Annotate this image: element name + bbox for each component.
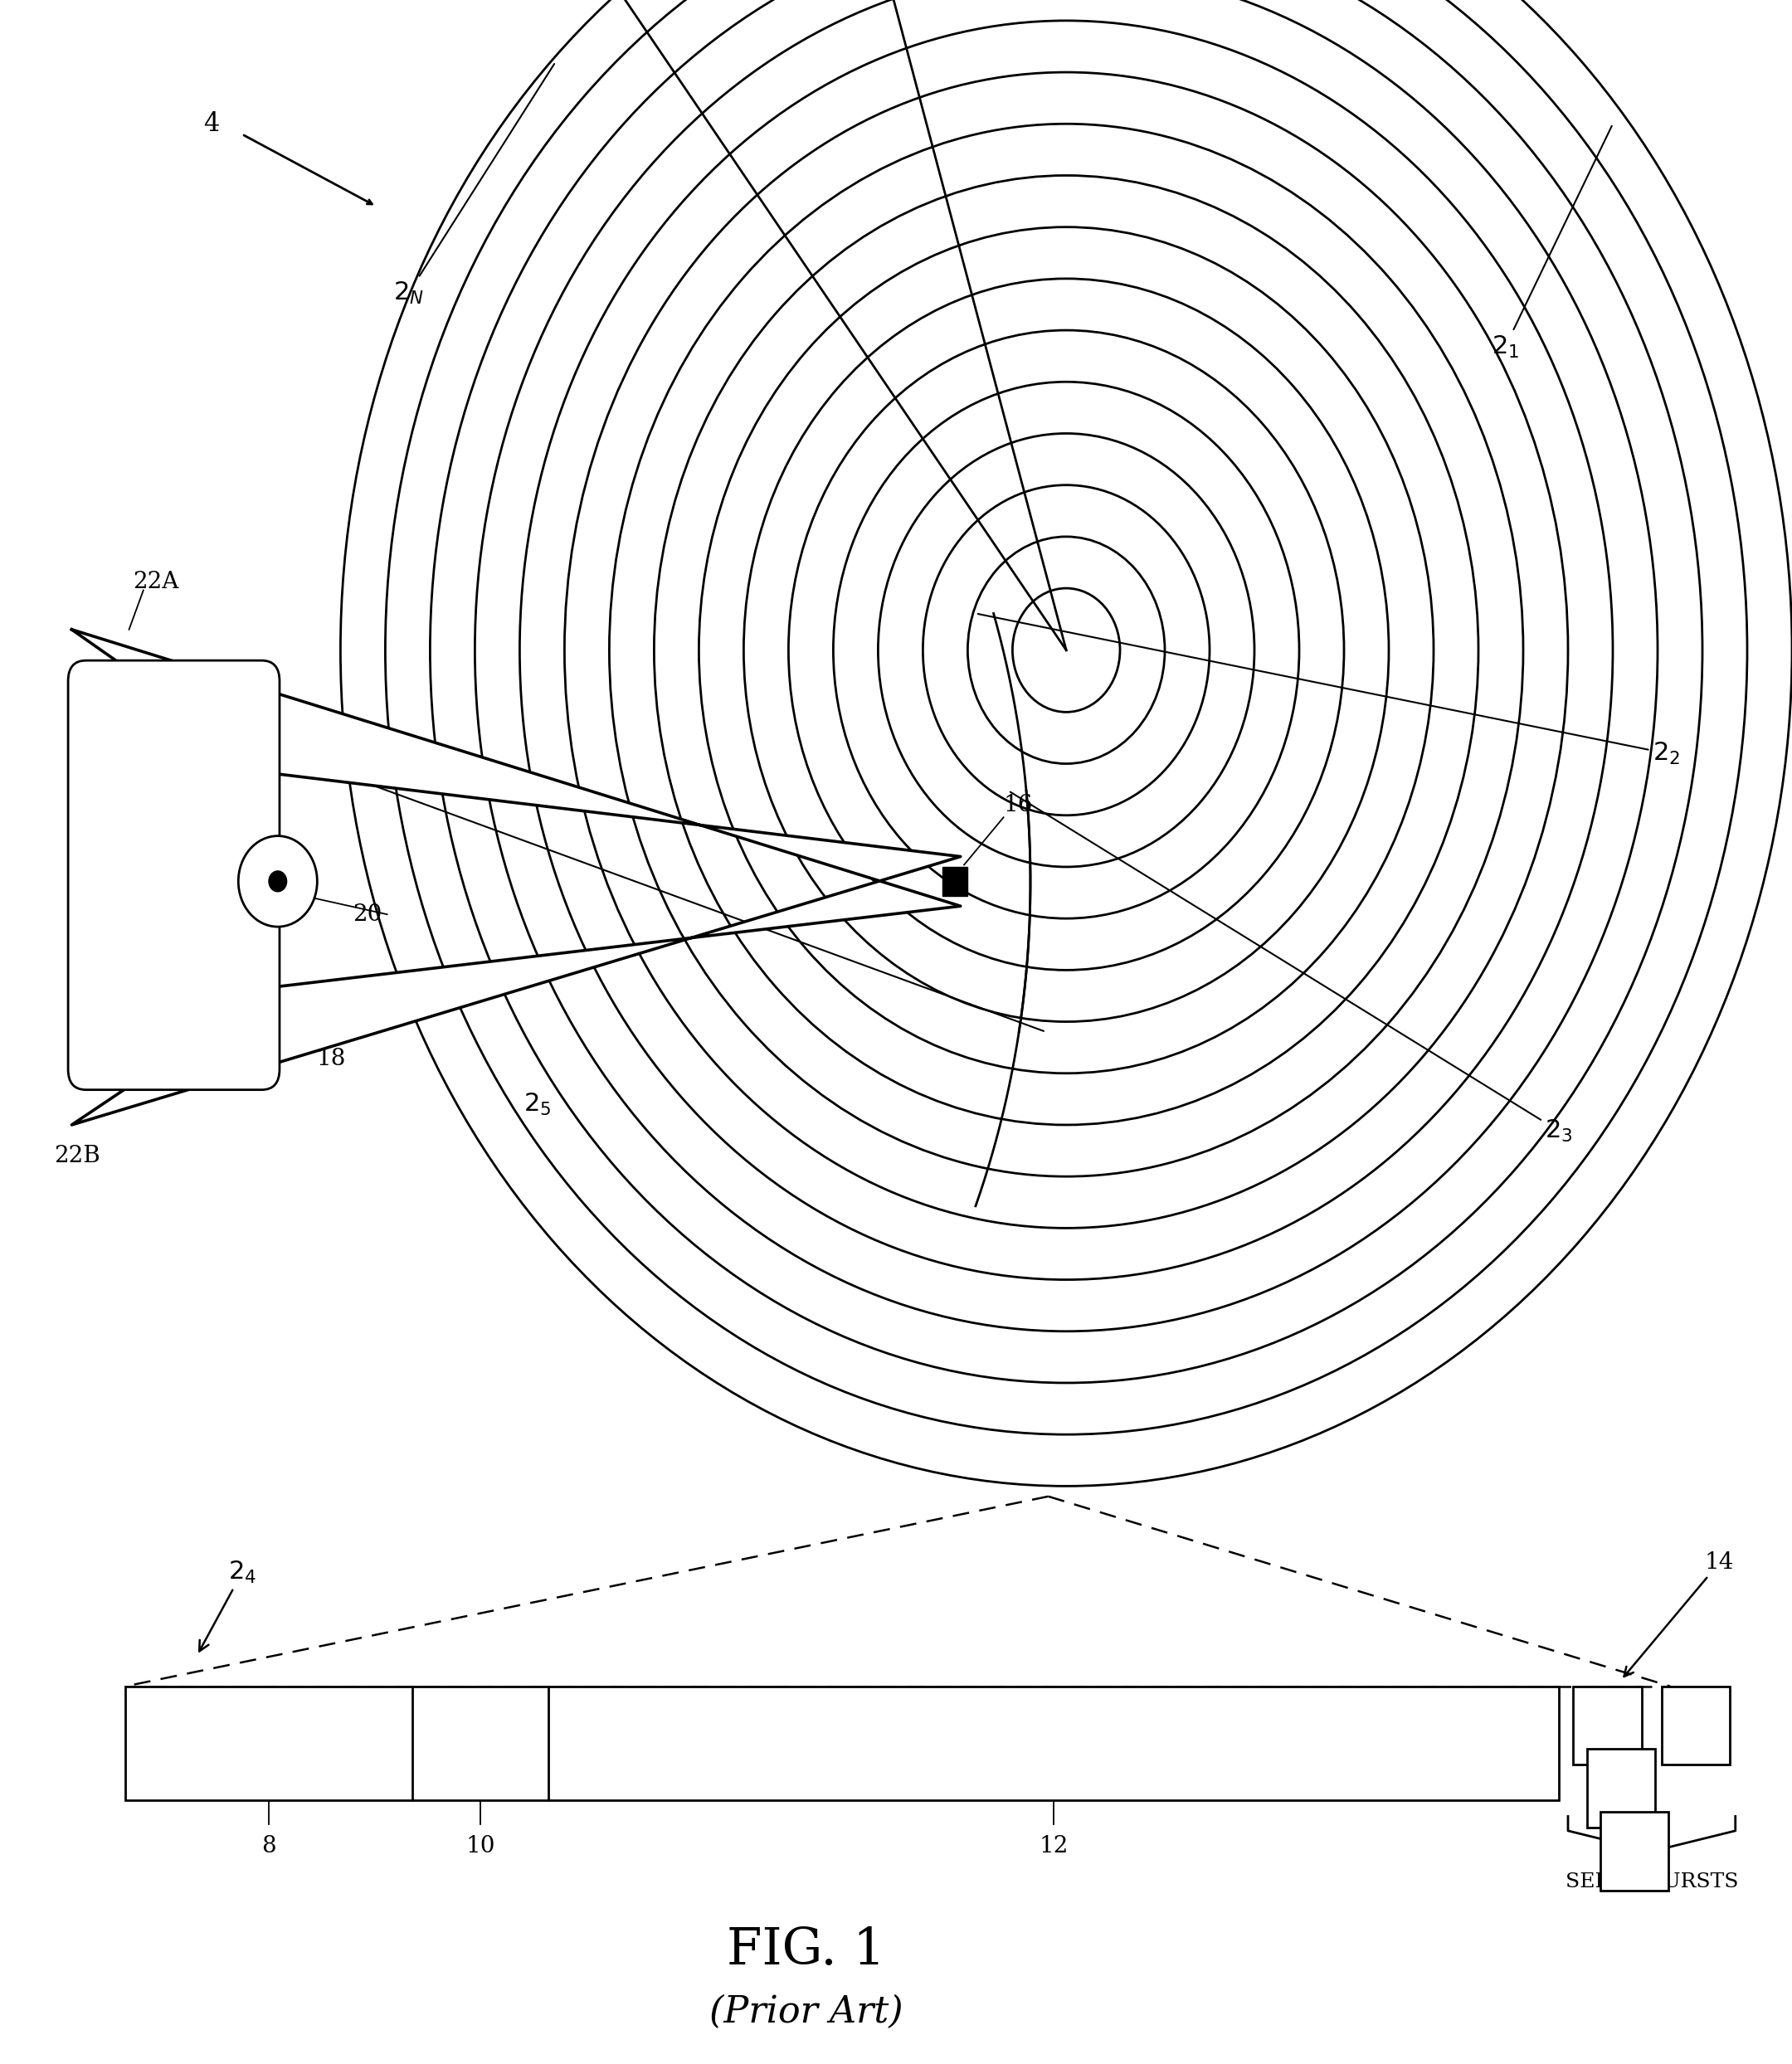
Text: 18: 18 [317, 1049, 346, 1069]
Text: D: D [1688, 1715, 1704, 1736]
Text: 12: 12 [1039, 1835, 1068, 1858]
Text: 22A: 22A [133, 572, 179, 592]
Text: $2_N$: $2_N$ [392, 64, 554, 305]
Text: 20: 20 [353, 904, 382, 925]
Text: 8: 8 [262, 1835, 276, 1858]
Text: 22B: 22B [54, 1146, 100, 1166]
Text: 10: 10 [466, 1835, 495, 1858]
Text: SYNC: SYNC [450, 1734, 511, 1752]
Bar [1661, 1686, 1729, 1765]
Text: $2_5$: $2_5$ [523, 1092, 552, 1117]
Text: C: C [1627, 1841, 1643, 1860]
Text: 14: 14 [1624, 1552, 1735, 1676]
Text: SERVO BURSTS: SERVO BURSTS [1564, 1872, 1738, 1891]
Text: $2_6$: $2_6$ [215, 720, 1043, 1032]
Text: (Prior Art): (Prior Art) [710, 1994, 903, 2031]
Circle shape [238, 836, 317, 927]
Text: 4: 4 [204, 111, 219, 136]
Text: 16: 16 [1004, 795, 1032, 815]
Bar [125, 1686, 1559, 1800]
Text: FIG. 1: FIG. 1 [728, 1926, 885, 1975]
Bar [943, 867, 968, 896]
Bar [1600, 1812, 1668, 1891]
Bar [1588, 1748, 1656, 1827]
Circle shape [269, 871, 287, 892]
Bar [1573, 1686, 1641, 1765]
Text: A: A [1600, 1715, 1615, 1736]
Text: $2_2$: $2_2$ [978, 613, 1681, 766]
Polygon shape [72, 630, 961, 1125]
Text: B: B [1613, 1779, 1629, 1798]
Text: $2_3$: $2_3$ [1011, 793, 1573, 1143]
Text: $2_1$: $2_1$ [1491, 126, 1611, 359]
Text: $2_4$: $2_4$ [199, 1560, 256, 1651]
Text: PREAMBLE: PREAMBLE [202, 1732, 335, 1754]
FancyBboxPatch shape [68, 660, 280, 1090]
Text: SERVO DATA: SERVO DATA [980, 1732, 1127, 1754]
